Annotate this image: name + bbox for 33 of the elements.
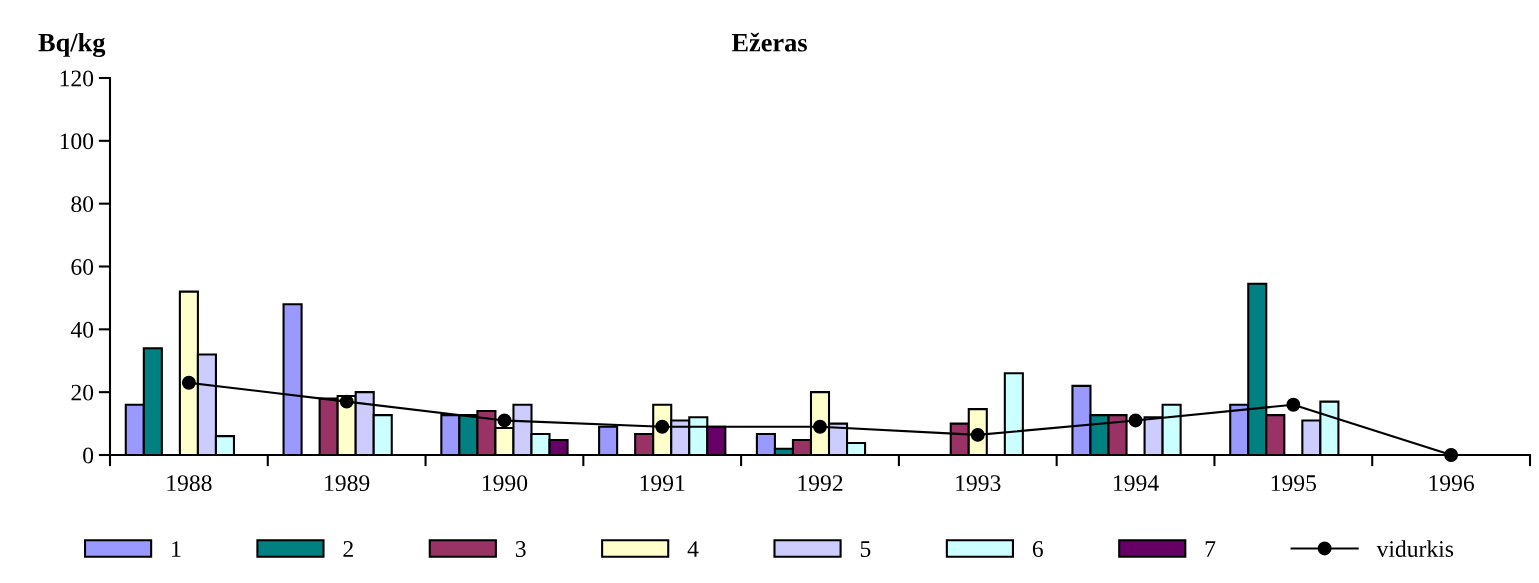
y-tick-label: 0 <box>83 447 94 464</box>
legend-label: vidurkis <box>1376 540 1454 557</box>
x-tick-label: 1992 <box>798 475 843 492</box>
y-tick-label: 60 <box>71 258 94 275</box>
x-tick-label: 1996 <box>1429 475 1475 492</box>
legend-label: 2 <box>343 541 353 557</box>
legend-label: 7 <box>1205 541 1216 557</box>
point <box>1286 397 1301 412</box>
x-tick-label: 1995 <box>1271 475 1317 492</box>
y-tick-label: 100 <box>60 133 94 150</box>
legend-label: 1 <box>172 541 181 557</box>
x-tick-label: 1994 <box>1114 475 1159 492</box>
x-tick-label: 1991 <box>640 475 685 492</box>
y-tick-label: 80 <box>71 196 94 213</box>
x-tick-label: 1988 <box>167 475 212 492</box>
x-tick-label: 1990 <box>482 475 528 492</box>
chart-title: Ežeras <box>731 32 807 52</box>
y-tick-label: 120 <box>60 70 94 87</box>
legend-label: 6 <box>1032 541 1043 557</box>
point <box>1444 448 1459 462</box>
point <box>497 413 512 428</box>
y-axis-title: Bq/kg <box>38 32 106 58</box>
legend-label: 4 <box>687 541 699 557</box>
point <box>339 394 354 409</box>
y-tick-label: 20 <box>71 384 94 401</box>
x-tick-label: 1993 <box>956 475 1001 492</box>
legend-label: 3 <box>515 541 526 557</box>
legend-label: 5 <box>860 541 871 557</box>
x-tick-label: 1989 <box>325 475 370 492</box>
point <box>181 375 196 390</box>
point <box>1128 413 1143 428</box>
y-tick-label: 40 <box>70 321 94 338</box>
point <box>813 419 827 434</box>
